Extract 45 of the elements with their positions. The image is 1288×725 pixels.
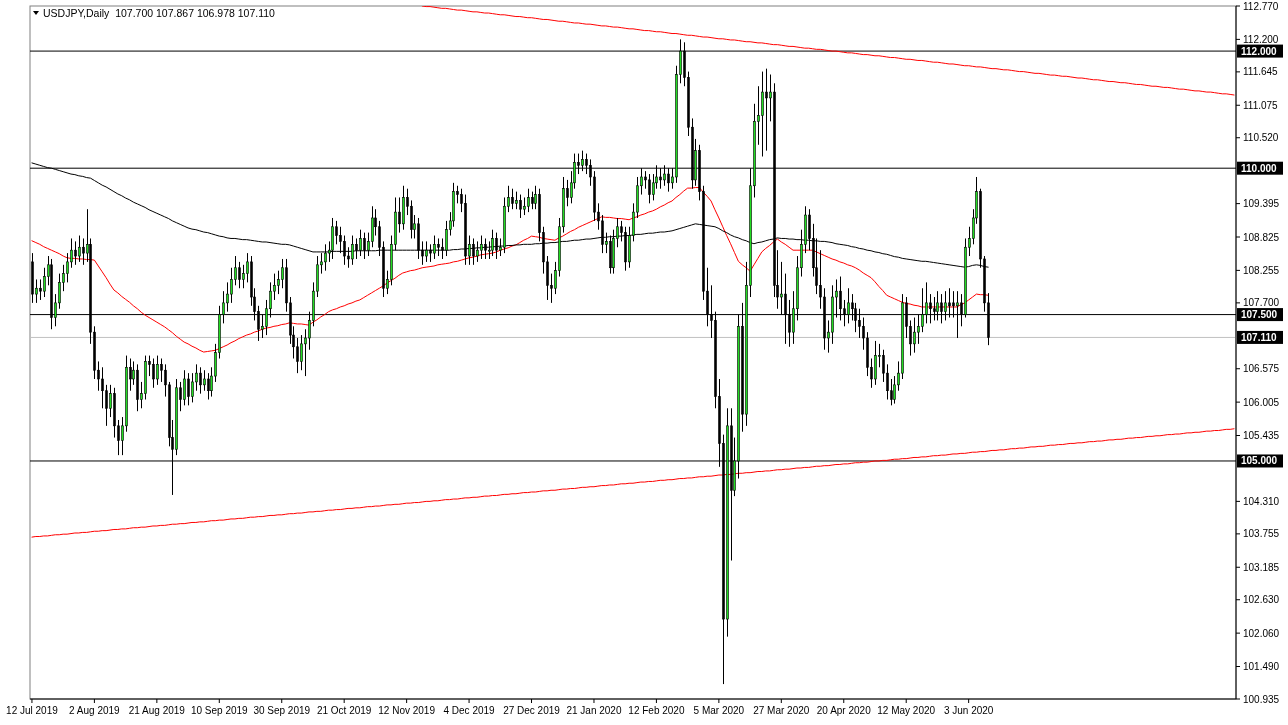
y-tick-label: 107.700 [1243, 297, 1280, 309]
x-tick-label: 12 Jul 2019 [6, 705, 59, 716]
ref-line-label: 112.000 [1241, 45, 1278, 57]
x-tick-label: 4 Dec 2019 [443, 705, 496, 716]
y-tick-label: 111.645 [1243, 66, 1279, 78]
line-series [421, 6, 1235, 96]
ref-line-label: 107.500 [1241, 309, 1278, 321]
x-tick-label: 3 Jun 2020 [943, 705, 994, 716]
x-tick-label: 21 Aug 2019 [128, 705, 186, 716]
ref-line-label: 107.110 [1241, 331, 1278, 343]
x-tick-label: 12 Feb 2020 [628, 705, 685, 716]
x-tick-label: 20 Apr 2020 [816, 705, 872, 716]
x-tick-label: 12 May 2020 [877, 705, 936, 716]
ref-line-label: 110.000 [1241, 162, 1278, 174]
y-tick-label: 104.310 [1243, 495, 1280, 507]
y-tick-label: 112.200 [1243, 33, 1279, 45]
y-tick-label: 108.825 [1243, 231, 1280, 243]
y-tick-label: 112.770 [1243, 0, 1279, 12]
x-tick-label: 2 Aug 2019 [69, 705, 121, 716]
x-tick-label: 30 Sep 2019 [253, 705, 311, 716]
y-tick-label: 102.630 [1243, 594, 1280, 606]
ref-line-label: 105.000 [1241, 455, 1278, 467]
chart-title: USDJPY,Daily 107.700 107.867 106.978 107.110 [43, 7, 276, 19]
y-tick-label: 103.185 [1243, 561, 1280, 573]
x-tick-label: 5 Mar 2020 [693, 705, 745, 716]
x-tick-label: 10 Sep 2019 [190, 705, 249, 716]
y-tick-label: 110.520 [1243, 132, 1279, 144]
x-tick-label: 27 Mar 2020 [753, 705, 810, 716]
x-tick-label: 21 Oct 2019 [316, 705, 372, 716]
y-tick-label: 103.755 [1243, 528, 1280, 540]
y-tick-label: 109.395 [1243, 198, 1280, 210]
candlestick [765, 68, 768, 151]
line-series [31, 428, 1235, 538]
x-tick-label: 21 Jan 2020 [566, 705, 622, 716]
x-tick-label: 27 Dec 2019 [503, 705, 561, 716]
y-tick-label: 106.575 [1243, 363, 1280, 375]
line-series [31, 187, 989, 353]
y-tick-label: 106.005 [1243, 396, 1280, 408]
y-tick-label: 111.075 [1243, 99, 1279, 111]
y-tick-label: 100.935 [1243, 693, 1280, 705]
y-tick-label: 101.490 [1243, 661, 1280, 672]
y-tick-label: 105.435 [1243, 430, 1280, 441]
y-tick-label: 108.255 [1243, 264, 1280, 276]
x-tick-label: 12 Nov 2019 [378, 705, 436, 716]
y-tick-label: 102.060 [1243, 627, 1280, 639]
